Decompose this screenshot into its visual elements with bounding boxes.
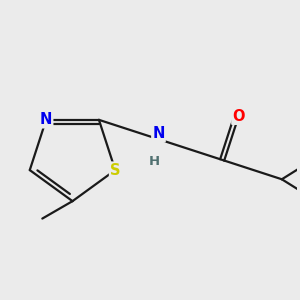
Text: O: O bbox=[232, 109, 245, 124]
Text: N: N bbox=[152, 127, 165, 142]
Text: H: H bbox=[148, 155, 159, 168]
Text: N: N bbox=[40, 112, 52, 127]
Text: S: S bbox=[110, 163, 121, 178]
